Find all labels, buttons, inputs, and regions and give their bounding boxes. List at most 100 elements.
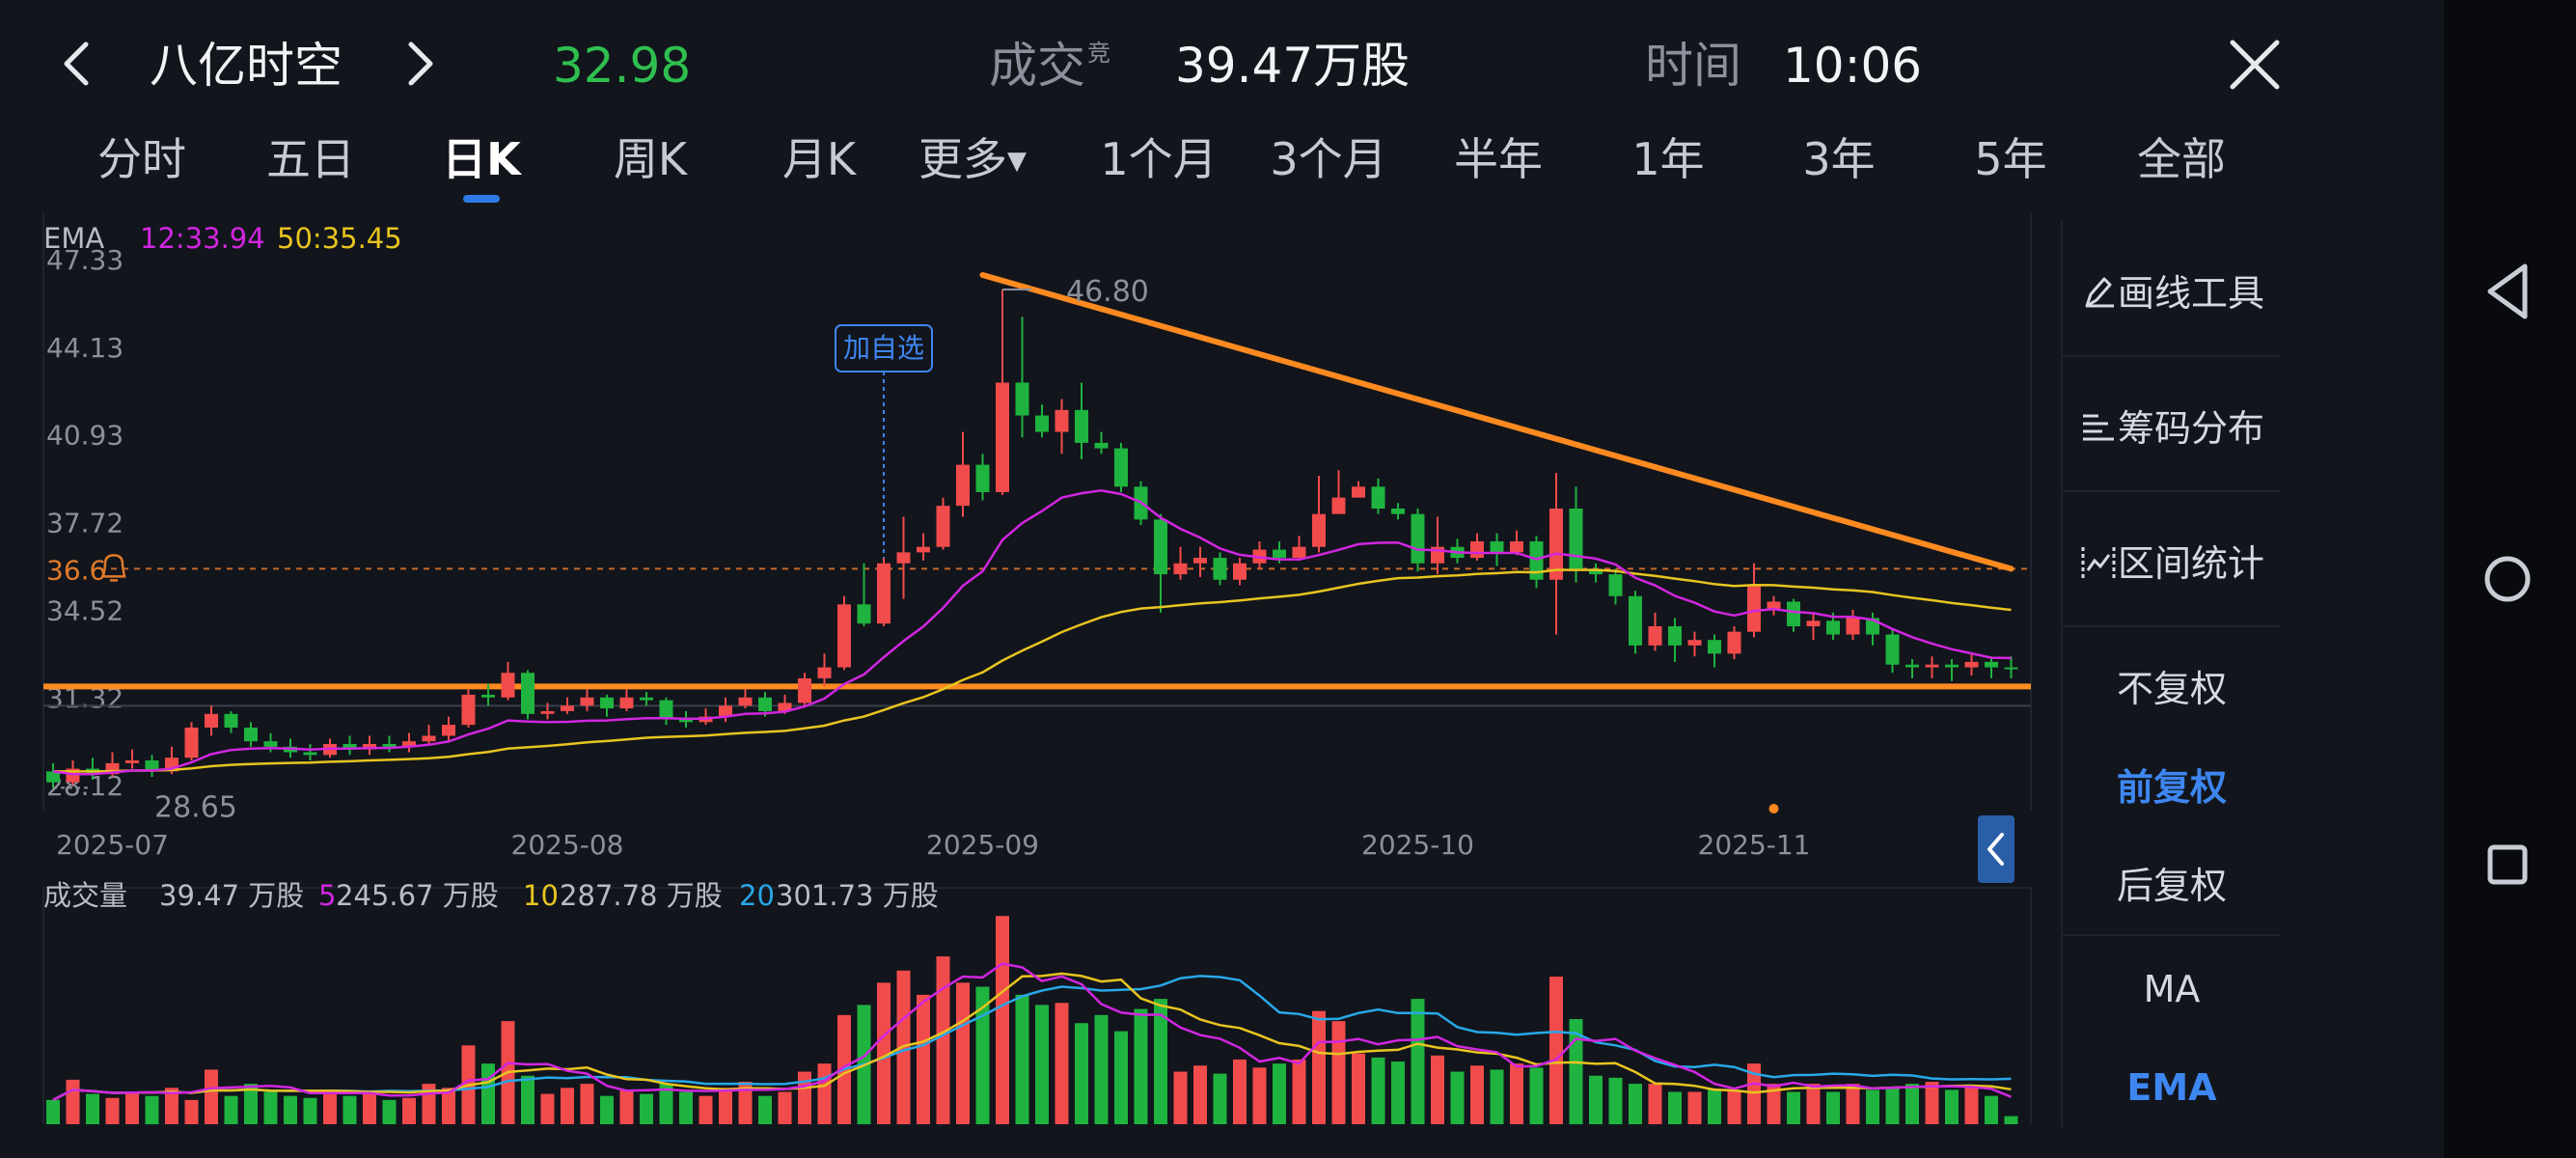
tab-all[interactable]: 全部: [2137, 133, 2226, 185]
tab-weekly-k[interactable]: 周K: [613, 133, 688, 185]
support-line[interactable]: [43, 683, 2031, 707]
chevron-left-icon: [1987, 833, 2004, 866]
volume-bar: [402, 1097, 416, 1124]
volume-bar: [165, 1088, 178, 1124]
candle: [1569, 486, 1583, 583]
volume-bar: [1747, 1063, 1761, 1124]
volume-bar: [1273, 1063, 1286, 1124]
divider: [2063, 490, 2281, 492]
divider: [2063, 355, 2281, 357]
candles: [46, 290, 2018, 788]
backward-adjust-option[interactable]: 后复权: [2116, 865, 2227, 907]
volume-bar: [284, 1095, 297, 1124]
candle: [125, 749, 139, 769]
draw-tools-label: 画线工具: [2117, 272, 2264, 315]
candle: [1648, 612, 1662, 651]
candle: [244, 722, 258, 747]
tab-half-year[interactable]: 半年: [1454, 133, 1543, 185]
candle: [1885, 628, 1900, 674]
candle: [1589, 563, 1603, 583]
volume-bar: [1708, 1089, 1721, 1124]
volume-bar: [1806, 1084, 1821, 1124]
candle: [1371, 478, 1385, 514]
kline-chart[interactable]: EMA 12:33.94 50:35.45 47.33 44.13 40.93 37.…: [0, 212, 2055, 1139]
chevron-left-icon[interactable]: [53, 33, 101, 95]
nav-recents-icon[interactable]: [2444, 826, 2576, 903]
low-price-label: 28.65: [154, 790, 237, 824]
candle: [996, 290, 1009, 495]
volume-bar: [1846, 1084, 1860, 1124]
descending-trend-line: [979, 272, 2014, 572]
trend-line[interactable]: [979, 272, 2014, 572]
candle: [1352, 481, 1365, 498]
volume-bar: [1945, 1089, 1959, 1124]
volume-bar: [1648, 1084, 1662, 1124]
volume-bar: [1787, 1091, 1800, 1124]
add-watchlist-marker[interactable]: 加自选: [835, 324, 933, 559]
event-dot[interactable]: [1768, 804, 1779, 813]
volume-indicator-label[interactable]: 成交量: [43, 879, 127, 912]
vol-ma20-key: 20: [739, 879, 775, 912]
quote-header: 八亿时空 32.98 成交 竞 39.47万股 时间 10:06: [0, 0, 2444, 135]
volume-bar: [1173, 1071, 1188, 1124]
bell-icon[interactable]: [101, 554, 126, 582]
volume-bar: [1331, 1021, 1346, 1124]
tab-3-month[interactable]: 3个月: [1270, 133, 1387, 185]
nav-home-icon[interactable]: [2444, 540, 2576, 618]
range-stats-button[interactable]: 区间统计: [2063, 534, 2281, 587]
candle: [461, 689, 476, 728]
volume-legend: 成交量 39.47 万股 5 245.67 万股 10 287.78 万股 20…: [43, 879, 939, 912]
ema12-line: [52, 489, 2012, 776]
tab-intraday[interactable]: 分时: [97, 133, 186, 185]
volume-bar: [1905, 1084, 1919, 1124]
tab-daily-k[interactable]: 日K: [442, 133, 521, 185]
volume-bar: [758, 1095, 772, 1124]
volume-bar: [1608, 1077, 1623, 1124]
ema-indicator-label[interactable]: EMA: [43, 222, 104, 255]
close-icon[interactable]: [2219, 33, 2287, 95]
volume-bar: [1252, 1067, 1267, 1124]
tab-3-year[interactable]: 3年: [1802, 133, 1876, 185]
tab-5-year[interactable]: 5年: [1974, 133, 2047, 185]
tab-1-year[interactable]: 1年: [1631, 133, 1705, 185]
alert-line[interactable]: 36.6: [46, 554, 2031, 586]
collapse-side-button[interactable]: [1978, 815, 2014, 883]
volume-bar: [46, 1099, 60, 1124]
vol-ma10-key: 10: [523, 879, 559, 912]
volume-bar: [1826, 1091, 1840, 1124]
ma-option[interactable]: MA: [2143, 968, 2201, 1010]
tab-five-day[interactable]: 五日: [266, 133, 355, 185]
volume-bar: [1925, 1082, 1939, 1124]
volume-bar: [619, 1089, 634, 1124]
volume-bar: [975, 986, 990, 1124]
tab-monthly-k[interactable]: 月K: [781, 133, 857, 185]
y-tick-label: 37.72: [46, 508, 123, 539]
tab-more[interactable]: 更多▼: [918, 125, 1027, 212]
candle: [1114, 442, 1128, 492]
no-adjust-option[interactable]: 不复权: [2116, 668, 2227, 710]
draw-tools-button[interactable]: 画线工具: [2063, 263, 2281, 317]
candle: [343, 735, 357, 756]
candle: [1252, 541, 1267, 569]
volume-bar: [1312, 1010, 1326, 1124]
volume-bar: [86, 1093, 99, 1124]
nav-back-icon[interactable]: [2444, 253, 2576, 330]
chip-distribution-button[interactable]: 筹码分布: [2063, 399, 2281, 452]
volume-bar: [1431, 1055, 1444, 1124]
stock-name[interactable]: 八亿时空: [150, 38, 343, 94]
x-axis: 2025-07 2025-08 2025-09 2025-10 2025-11: [56, 829, 1811, 861]
volume-bar: [1727, 1089, 1741, 1124]
volume-bar: [699, 1095, 713, 1124]
ema-option[interactable]: EMA: [2126, 1066, 2217, 1109]
volume-bar: [145, 1095, 159, 1124]
forward-adjust-option[interactable]: 前复权: [2116, 766, 2227, 809]
system-nav-bar: [2444, 0, 2576, 1158]
tab-1-month[interactable]: 1个月: [1100, 133, 1218, 185]
chevron-right-icon[interactable]: [396, 33, 444, 95]
volume-bar: [263, 1091, 278, 1124]
volume-bar: [640, 1093, 653, 1124]
divider: [2063, 934, 2281, 936]
candle: [1846, 609, 1860, 641]
range-stats-label: 区间统计: [2117, 542, 2264, 585]
tab-more-label: 更多: [918, 133, 1007, 185]
